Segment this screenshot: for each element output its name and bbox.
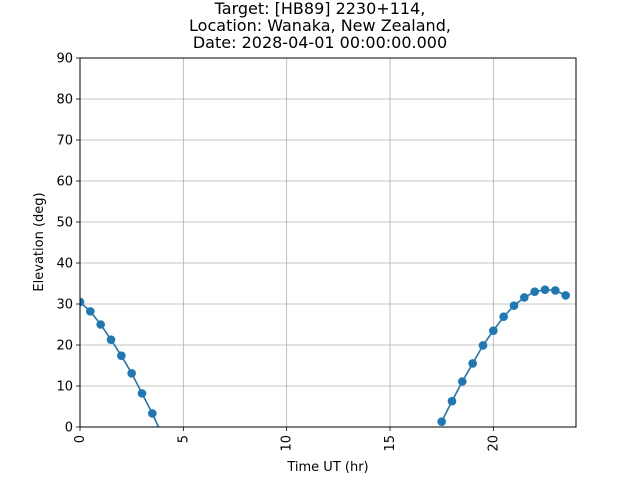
data-point xyxy=(509,301,519,310)
data-point xyxy=(437,417,446,426)
x-tick-label: 15 xyxy=(383,435,398,452)
chart-title-line-1: Target: [HB89] 2230+114, xyxy=(214,0,426,18)
data-point xyxy=(520,293,529,302)
data-point xyxy=(530,287,539,297)
x-tick-label: 10 xyxy=(280,435,295,452)
chart-title: Target: [HB89] 2230+114, Location: Wanak… xyxy=(0,0,640,51)
data-point xyxy=(86,307,95,316)
data-point xyxy=(468,359,477,368)
data-point xyxy=(478,341,488,350)
y-tick-label: 20 xyxy=(56,339,73,354)
data-point xyxy=(106,335,116,344)
data-point xyxy=(540,285,550,294)
x-axis-label: Time UT (hr) xyxy=(286,460,368,475)
series-line xyxy=(440,288,567,423)
grid-lines xyxy=(79,57,576,428)
y-tick-label: 90 xyxy=(56,52,73,67)
data-point xyxy=(447,396,457,406)
y-tick-label: 70 xyxy=(56,134,73,149)
y-tick-label: 10 xyxy=(56,380,73,395)
x-tick-label: 20 xyxy=(486,435,501,452)
y-tick-label: 40 xyxy=(56,257,73,272)
data-point xyxy=(499,312,508,322)
data-point xyxy=(80,297,85,307)
axis-ticks: 0 5 10 15 20 0 10 20 30 40 50 60 70 80 90 xyxy=(56,52,501,452)
data-point xyxy=(551,286,560,295)
data-point xyxy=(561,291,570,300)
data-point xyxy=(127,368,136,378)
axes-frame xyxy=(79,57,577,428)
data-point xyxy=(148,409,157,418)
y-tick-label: 30 xyxy=(56,298,73,313)
chart-title-line-3: Date: 2028-04-01 00:00:00.000 xyxy=(192,33,448,52)
y-tick-label: 60 xyxy=(56,175,73,190)
plot-area xyxy=(80,285,570,427)
y-tick-label: 80 xyxy=(56,93,73,108)
data-point xyxy=(117,351,126,360)
x-tick-label: 0 xyxy=(73,435,88,443)
y-axis-label: Elevation (deg) xyxy=(32,192,47,291)
y-tick-label: 50 xyxy=(56,216,73,231)
y-tick-label: 0 xyxy=(65,421,73,436)
data-point xyxy=(137,389,147,398)
data-point xyxy=(458,377,467,386)
data-point xyxy=(489,326,498,335)
x-tick-label: 5 xyxy=(176,435,191,443)
data-point xyxy=(96,320,105,329)
series-line xyxy=(80,301,160,427)
chart-title-line-2: Location: Wanaka, New Zealand, xyxy=(189,16,451,35)
